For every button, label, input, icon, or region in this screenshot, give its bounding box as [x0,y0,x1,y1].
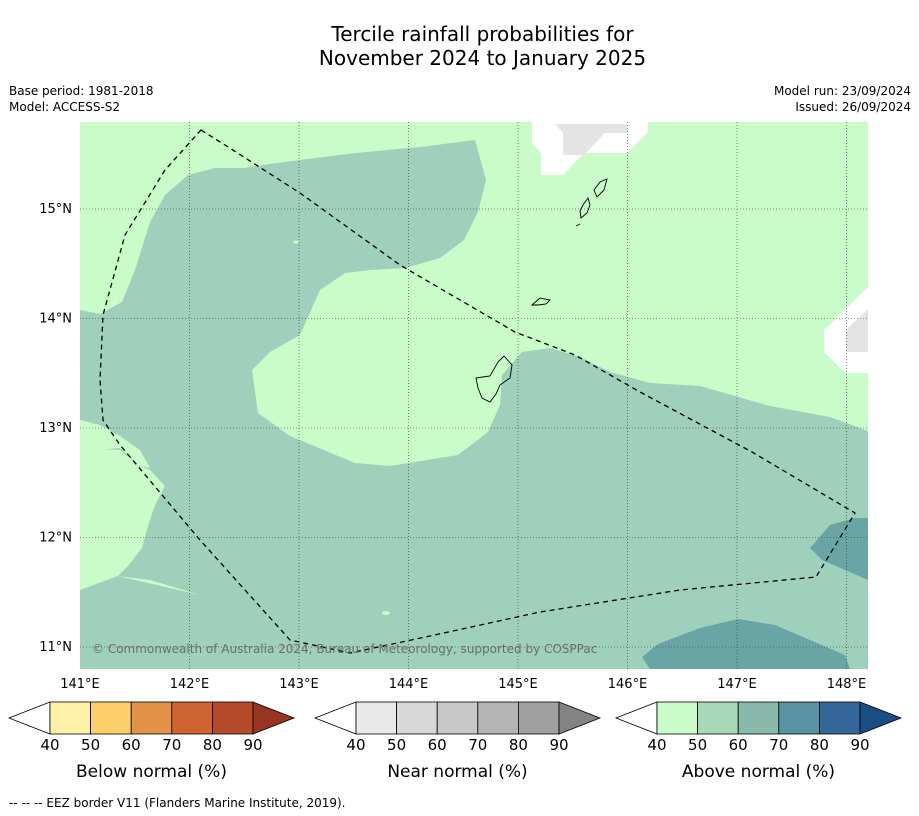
colorbar-2: 40 50 60 70 80 90 Above normal (%) [614,701,903,782]
latitude-label: 11°N [39,640,72,655]
eez-border [99,129,856,654]
base-period: Base period: 1981-2018 [9,84,154,98]
latitude-label: 13°N [39,421,72,436]
colorbar-segment [171,701,213,735]
colorbar-tick-label: 90 [549,736,568,754]
longitude-label: 143°E [279,677,319,692]
colorbar-tick-label: 50 [387,736,406,754]
colorbar-tick-label: 70 [162,736,181,754]
colorbar-1: 40 50 60 70 80 90 Near normal (%) [313,701,602,782]
colorbar-tick-label: 80 [509,736,528,754]
metadata-left: Base period: 1981-2018 Model: ACCESS-S2 [9,83,154,115]
colorbar-segment [477,701,519,735]
above-normal-70-east [810,518,868,580]
colorbar-over-arrow [252,701,296,735]
colorbar-segment [396,701,438,735]
longitude-labels: 141°E 142°E 143°E 144°E 145°E 146°E 147°E 148°E [60,677,866,692]
colorbar-title: Above normal (%) [682,762,835,782]
colorbar-segment [697,701,739,735]
aguijan-island [575,223,581,227]
colorbar-segment [49,701,91,735]
latitude-label: 12°N [39,531,72,546]
colorbar-segment [130,701,173,735]
colorbar-tick-label: 50 [688,736,707,754]
colorbar-0: 40 50 60 70 80 90 Below normal (%) [7,701,296,782]
colorbar-over-arrow [859,701,903,735]
title-line-1: Tercile rainfall probabilities for [331,22,634,46]
longitude-label: 142°E [170,677,210,692]
colorbar-tick-label: 60 [729,736,748,754]
map-title: Tercile rainfall probabilities for Novem… [0,22,919,70]
graticule [80,122,868,669]
small-patch-2 [382,611,390,615]
colorbar-title: Below normal (%) [76,762,227,782]
eez-footnote: -- -- -- EEZ border V11 (Flanders Marine… [9,796,346,810]
colorbar-segment [90,701,132,735]
guam-island [475,355,513,403]
colorbar-tick-label: 40 [647,736,666,754]
small-patch-1 [293,240,299,244]
probability-field [80,122,868,669]
colorbar-tick-label: 80 [810,736,829,754]
colorbar-under-arrow [7,701,51,735]
colorbar-segment [211,701,254,735]
colorbar-tick-label: 70 [769,736,788,754]
above-normal-70-south [642,619,850,669]
colorbar-tick-label: 50 [81,736,100,754]
latitude-label: 15°N [39,202,72,217]
above-normal-50-west-patch [80,449,165,590]
copyright-text: © Commonwealth of Australia 2024, Bureau… [92,642,597,656]
colorbar-segment [819,701,861,735]
colorbar-segment [778,701,820,735]
model-name: Model: ACCESS-S2 [9,100,121,114]
longitude-label: 147°E [717,677,757,692]
longitude-label: 146°E [608,677,648,692]
longitude-label: 144°E [389,677,429,692]
colorbar-tick-label: 40 [40,736,59,754]
colorbar-tick-label: 60 [122,736,141,754]
colorbar-segment [737,701,780,735]
tinian-island [579,196,591,219]
colorbar-tick-label: 90 [243,736,262,754]
colorbar-tick-label: 90 [850,736,869,754]
above-normal-60-region [80,140,868,669]
issued-date: Issued: 26/09/2024 [795,100,911,114]
colorbar-under-arrow [313,701,357,735]
colorbar-under-arrow [614,701,658,735]
colorbar-tick-label: 70 [468,736,487,754]
near-normal-40-east [846,309,868,352]
latitude-label: 14°N [39,312,72,327]
longitude-label: 141°E [60,677,100,692]
colorbar-segment [518,701,560,735]
longitude-label: 145°E [498,677,538,692]
colorbar-tick-label: 60 [428,736,447,754]
colorbar-over-arrow [558,701,602,735]
above-normal-60-southwest [80,576,240,660]
metadata-right: Model run: 23/09/2024 Issued: 26/09/2024 [774,83,911,115]
colorbar-tick-label: 80 [203,736,222,754]
colorbar-segment [656,701,698,735]
saipan-island [593,178,608,198]
near-normal-40-north [555,124,627,155]
colorbar-title: Near normal (%) [387,762,527,782]
latitude-labels: 15°N 14°N 13°N 12°N 11°N [39,202,72,655]
longitude-label: 148°E [827,677,867,692]
colorbar-segment [355,701,397,735]
model-run: Model run: 23/09/2024 [773,84,911,98]
rota-island [530,297,551,306]
title-line-2: November 2024 to January 2025 [318,46,647,70]
coastlines [475,178,608,403]
colorbar-legends: 40 50 60 70 80 90 Below normal (%) 40 50 60 70 80 90… [7,701,903,782]
colorbar-segment [436,701,479,735]
colorbar-tick-label: 40 [346,736,365,754]
